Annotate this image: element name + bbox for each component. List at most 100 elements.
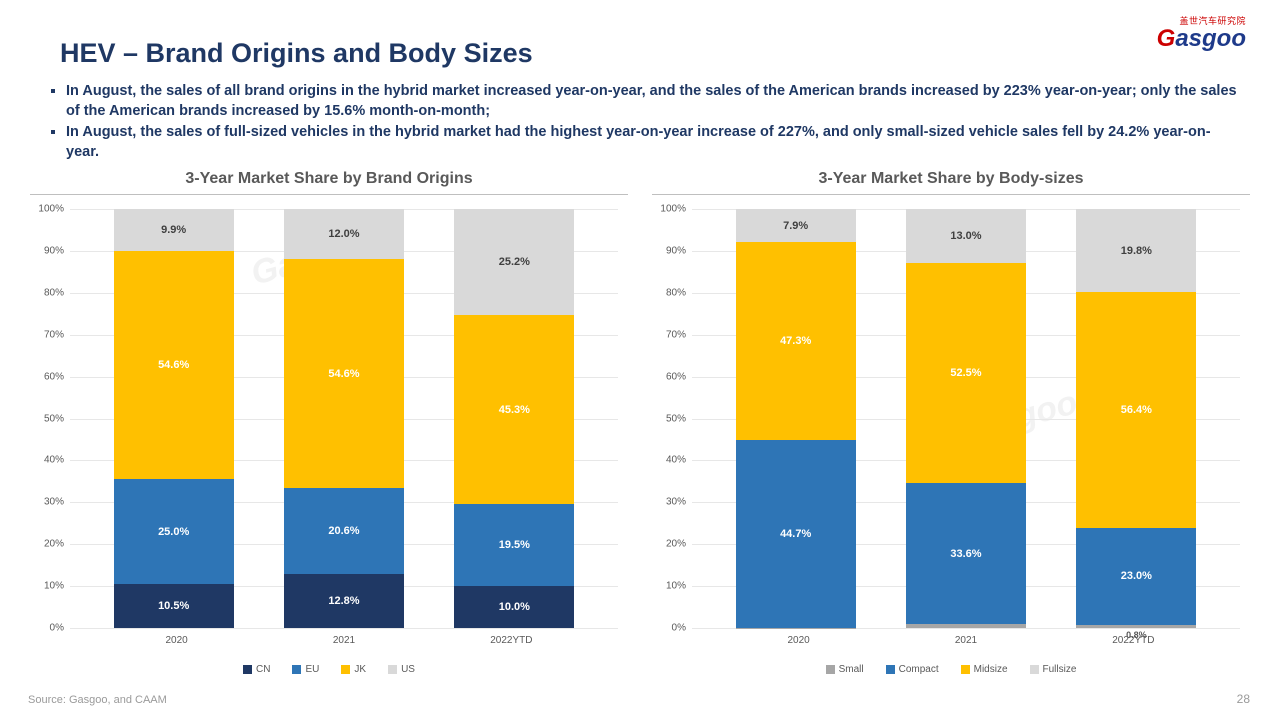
bar-segment: 9.9%	[114, 209, 234, 250]
x-axis-labels: 202020212022YTD	[692, 635, 1240, 646]
legend-item: US	[388, 664, 415, 675]
segment-label: 20.6%	[328, 525, 359, 537]
legend-label: US	[401, 664, 415, 675]
bullet-item: In August, the sales of full-sized vehic…	[66, 123, 1242, 162]
y-tick-label: 0%	[654, 623, 686, 634]
bar-segment	[906, 624, 1026, 628]
legend-label: Small	[839, 664, 864, 675]
y-tick-label: 80%	[654, 287, 686, 298]
segment-label: 10.0%	[499, 601, 530, 613]
stacked-bar: 44.7%47.3% 7.9%	[736, 209, 856, 628]
bar-segment: 25.2%	[454, 209, 574, 315]
chart-plot: Gasgoo 0%10%20%30%40%50%60%70%80%90%100%…	[692, 209, 1240, 629]
x-axis-labels: 202020212022YTD	[70, 635, 618, 646]
segment-label: 19.5%	[499, 539, 530, 551]
y-tick-label: 10%	[32, 581, 64, 592]
legend-label: EU	[305, 664, 319, 675]
legend-label: Compact	[899, 664, 939, 675]
legend-label: Fullsize	[1043, 664, 1077, 675]
y-tick-label: 100%	[654, 204, 686, 215]
y-tick-label: 40%	[654, 455, 686, 466]
y-tick-label: 100%	[32, 204, 64, 215]
bar-segment: 25.0%	[114, 479, 234, 584]
chart-legend: CNEUJKUS	[30, 664, 628, 675]
legend-swatch	[243, 665, 252, 674]
bar-segment: 19.5%	[454, 504, 574, 586]
segment-label: 12.8%	[328, 595, 359, 607]
legend-item: CN	[243, 664, 270, 675]
bar-segment: 7.9%	[736, 209, 856, 242]
bar-segment: 54.6%	[284, 259, 404, 488]
bar-segment: 0.8%	[1076, 625, 1196, 628]
bar-segment: 19.8%	[1076, 209, 1196, 292]
y-tick-label: 0%	[32, 623, 64, 634]
logo: 盖世汽车研究院 Gasgoo	[1157, 14, 1246, 51]
y-tick-label: 30%	[32, 497, 64, 508]
bar-segment: 44.7%	[736, 440, 856, 627]
bar-segment: 20.6%	[284, 488, 404, 574]
legend-item: Midsize	[961, 664, 1008, 675]
legend-item: Small	[826, 664, 864, 675]
segment-label: 56.4%	[1121, 404, 1152, 416]
legend-swatch	[826, 665, 835, 674]
chart-title: 3-Year Market Share by Body-sizes	[652, 170, 1250, 195]
legend-item: EU	[292, 664, 319, 675]
source-text: Source: Gasgoo, and CAAM	[28, 694, 167, 706]
segment-label: 25.0%	[158, 526, 189, 538]
segment-label: 7.9%	[783, 220, 808, 232]
stacked-bar: 12.8% 20.6% 54.6% 12.0%	[284, 209, 404, 628]
legend-item: Compact	[886, 664, 939, 675]
x-tick-label: 2020	[118, 635, 236, 646]
legend-swatch	[886, 665, 895, 674]
segment-label: 54.6%	[158, 359, 189, 371]
legend-label: CN	[256, 664, 270, 675]
stacked-bar: 33.6% 52.5% 13.0%	[906, 209, 1026, 628]
chart-plot: Gasgoo 0%10%20%30%40%50%60%70%80%90%100%…	[70, 209, 618, 629]
bar-segment: 52.5%	[906, 263, 1026, 483]
stacked-bar: 0.8%23.0% 56.4% 19.8%	[1076, 209, 1196, 628]
y-tick-label: 30%	[654, 497, 686, 508]
y-tick-label: 50%	[32, 413, 64, 424]
segment-label: 52.5%	[950, 367, 981, 379]
legend-label: Midsize	[974, 664, 1008, 675]
logo-main: Gasgoo	[1157, 27, 1246, 51]
chart-brand-origins: 3-Year Market Share by Brand Origins Gas…	[30, 170, 628, 675]
y-tick-label: 60%	[32, 371, 64, 382]
bullet-list: In August, the sales of all brand origin…	[44, 82, 1242, 164]
bar-segment: 56.4%	[1076, 292, 1196, 528]
y-tick-label: 40%	[32, 455, 64, 466]
bar-segment: 47.3%	[736, 242, 856, 440]
y-tick-label: 60%	[654, 371, 686, 382]
y-tick-label: 10%	[654, 581, 686, 592]
x-tick-label: 2021	[285, 635, 403, 646]
stacked-bar: 10.5%25.0%54.6%9.9%	[114, 209, 234, 628]
segment-label: 0.8%	[1126, 630, 1147, 640]
stacked-bar: 10.0% 19.5% 45.3% 25.2%	[454, 209, 574, 628]
chart-legend: Small Compact Midsize Fullsize	[652, 664, 1250, 675]
legend-swatch	[292, 665, 301, 674]
x-tick-label: 2020	[740, 635, 858, 646]
segment-label: 25.2%	[499, 256, 530, 268]
legend-swatch	[388, 665, 397, 674]
x-tick-label: 2021	[907, 635, 1025, 646]
bar-segment: 13.0%	[906, 209, 1026, 263]
bar-segment: 10.0%	[454, 586, 574, 628]
legend-swatch	[341, 665, 350, 674]
y-tick-label: 70%	[32, 329, 64, 340]
page-number: 28	[1237, 692, 1250, 706]
segment-label: 45.3%	[499, 404, 530, 416]
bar-segment: 33.6%	[906, 483, 1026, 624]
segment-label: 19.8%	[1121, 245, 1152, 257]
y-tick-label: 70%	[654, 329, 686, 340]
segment-label: 13.0%	[950, 230, 981, 242]
y-tick-label: 20%	[654, 539, 686, 550]
segment-label: 12.0%	[328, 228, 359, 240]
charts-row: 3-Year Market Share by Brand Origins Gas…	[30, 170, 1250, 675]
legend-item: Fullsize	[1030, 664, 1077, 675]
legend-swatch	[961, 665, 970, 674]
y-tick-label: 50%	[654, 413, 686, 424]
chart-body-sizes: 3-Year Market Share by Body-sizes Gasgoo…	[652, 170, 1250, 675]
legend-swatch	[1030, 665, 1039, 674]
bar-segment: 23.0%	[1076, 528, 1196, 624]
bar-segment: 12.8%	[284, 574, 404, 628]
